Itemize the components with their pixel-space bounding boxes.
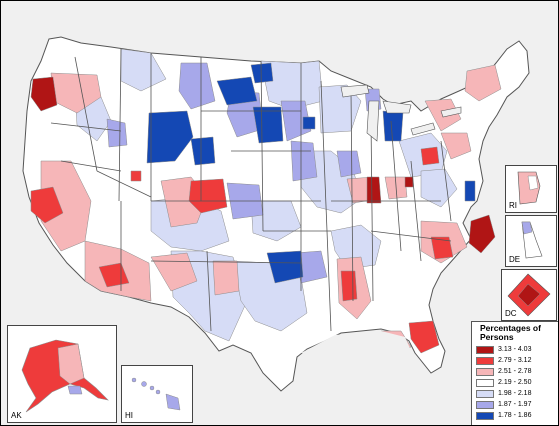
legend-swatch [476, 356, 494, 365]
legend-swatch [476, 389, 494, 398]
legend-swatch [476, 411, 494, 420]
inset-rhode-island: RI [505, 165, 557, 213]
ocean-gulf [301, 331, 411, 357]
legend-label: 3.13 - 4.03 [498, 346, 532, 353]
legend-item: 1.87 - 1.97 [476, 400, 531, 409]
legend-swatch [476, 345, 494, 354]
inset-delaware: DE [505, 215, 557, 267]
dc-dark-red [517, 283, 541, 307]
great-lakes [340, 84, 462, 142]
legend-title: Percentages of Persons [480, 323, 541, 342]
de-lavender [521, 221, 533, 235]
inset-dc: DC [501, 269, 557, 321]
state-borders [50, 48, 452, 332]
legend-label: 1.87 - 1.97 [498, 401, 532, 408]
legend-item: 2.19 - 2.50 [476, 378, 531, 387]
alaska-lavender [67, 385, 83, 395]
legend-label: 2.79 - 3.12 [498, 357, 532, 364]
inset-alaska: AK [7, 325, 117, 423]
dc-label: DC [505, 309, 517, 318]
legend-swatch [476, 378, 494, 387]
legend-swatch [476, 400, 494, 409]
legend-label: 1.78 - 1.86 [498, 412, 532, 419]
legend: Percentages of Persons 3.13 - 4.03 2.79 -… [471, 321, 558, 425]
legend-label: 2.19 - 2.50 [498, 379, 532, 386]
ri-label: RI [509, 201, 517, 210]
hi-label: HI [125, 411, 133, 420]
ri-white [527, 175, 539, 191]
legend-item: 1.78 - 1.86 [476, 411, 531, 420]
de-label: DE [509, 255, 521, 264]
dark-blue-regions [146, 62, 476, 284]
legend-item: 3.13 - 4.03 [476, 345, 531, 354]
ak-label: AK [11, 411, 22, 420]
alaska-pink [57, 343, 85, 385]
legend-item: 1.98 - 2.18 [476, 389, 531, 398]
legend-item: 2.51 - 2.78 [476, 367, 531, 376]
legend-label: 2.51 - 2.78 [498, 368, 532, 375]
hawaii-islands [131, 377, 181, 411]
legend-label: 1.98 - 2.18 [498, 390, 532, 397]
dark-red-regions [30, 76, 496, 254]
legend-swatch [476, 367, 494, 376]
legend-item: 2.79 - 3.12 [476, 356, 531, 365]
inset-hawaii: HI [121, 365, 193, 423]
red-regions [30, 146, 454, 354]
